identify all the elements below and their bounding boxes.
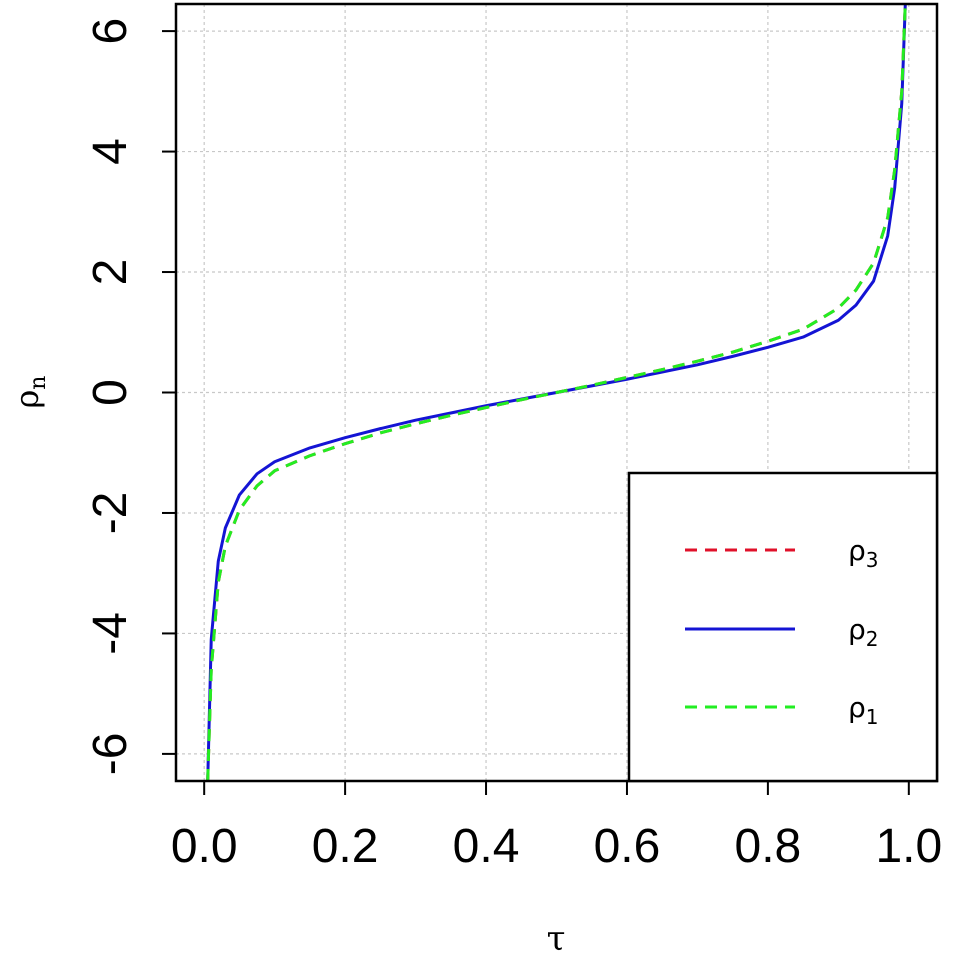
legend-label-ρ3: ρ3 <box>848 534 879 572</box>
y-tick-label: 4 <box>84 138 137 165</box>
y-tick-label: 2 <box>84 259 137 286</box>
legend-label-ρ1: ρ1 <box>848 691 879 729</box>
x-tick-label: 0.6 <box>594 820 661 873</box>
y-axis-title-base: ρ <box>8 390 46 409</box>
x-tick-label: 0.0 <box>171 820 238 873</box>
y-tick-label: -6 <box>84 733 137 776</box>
x-axis-title: τ <box>547 919 566 959</box>
x-axis: 0.0 0.2 0.4 0.6 0.8 1.0 <box>171 781 942 873</box>
y-tick-label: -2 <box>84 492 137 535</box>
series-line-ρ1 <box>206 4 907 781</box>
y-axis-title-sub: n <box>26 376 51 390</box>
y-axis: -6 -4 -2 0 2 4 6 <box>84 18 176 775</box>
x-tick-label: 0.8 <box>735 820 802 873</box>
y-tick-label: 0 <box>84 379 137 406</box>
x-tick-label: 1.0 <box>875 820 942 873</box>
x-tick-label: 0.4 <box>453 820 520 873</box>
y-axis-title: ρn <box>8 376 51 409</box>
y-tick-label: -4 <box>84 612 137 655</box>
x-tick-label: 0.2 <box>312 820 379 873</box>
series-layer <box>206 4 907 781</box>
legend: ρ3 ρ2 ρ1 <box>627 471 939 783</box>
legend-box <box>627 471 939 783</box>
legend-label-ρ2: ρ2 <box>848 613 879 651</box>
y-tick-label: 6 <box>84 18 137 45</box>
